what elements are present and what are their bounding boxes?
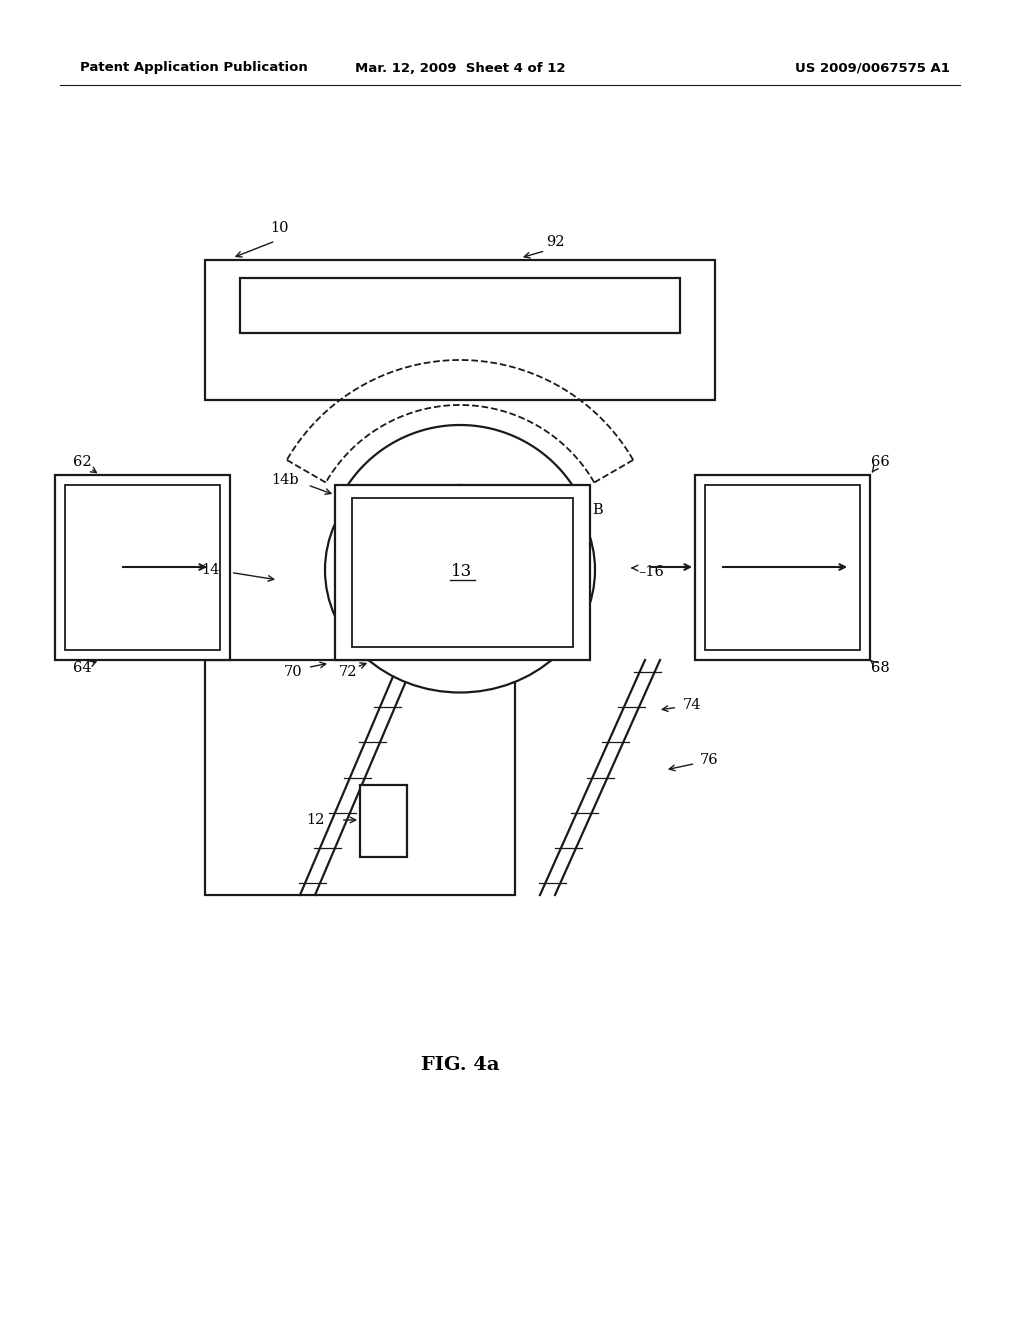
Text: 68: 68 [870,661,890,675]
Text: B: B [593,503,603,517]
Bar [335,484,590,660]
Text: Mar. 12, 2009  Sheet 4 of 12: Mar. 12, 2009 Sheet 4 of 12 [354,62,565,74]
Bar [240,279,680,333]
Polygon shape [340,425,581,525]
Text: 74: 74 [683,698,701,711]
Bar [352,498,573,647]
Text: 76: 76 [700,752,719,767]
Text: 14b: 14b [271,473,299,487]
Text: 10: 10 [270,220,289,235]
Text: 62: 62 [73,455,91,469]
Text: 72: 72 [339,665,357,678]
Bar [695,475,870,660]
Text: US 2009/0067575 A1: US 2009/0067575 A1 [795,62,950,74]
Text: 92: 92 [546,235,564,249]
Bar [705,484,860,649]
Bar [65,484,220,649]
Text: –16: –16 [638,565,664,579]
Text: 66: 66 [870,455,890,469]
Text: Patent Application Publication: Patent Application Publication [80,62,308,74]
Text: 64: 64 [73,661,91,675]
Bar [360,785,407,857]
Text: 12: 12 [306,813,325,828]
Ellipse shape [325,447,595,693]
Text: 70: 70 [284,665,302,678]
Text: 14: 14 [201,564,219,577]
Bar [55,475,230,660]
Text: FIG. 4a: FIG. 4a [421,1056,500,1074]
Text: 13: 13 [452,564,473,581]
Bar [205,260,715,400]
Bar [205,660,515,895]
